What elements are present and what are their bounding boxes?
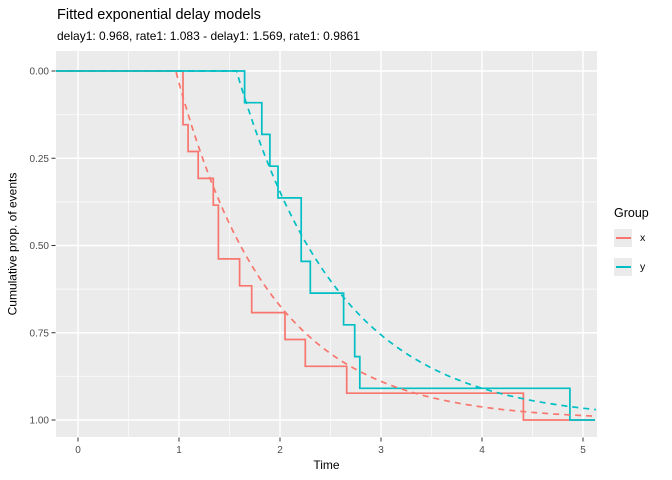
x-tick-label: 2 — [277, 445, 283, 456]
minor-gridlines — [56, 51, 597, 437]
y-axis-tick-labels: 0.00 0.25 0.50 0.75 1.00 — [30, 67, 50, 427]
data-series — [56, 70, 597, 421]
legend-title: Group — [614, 206, 649, 220]
x-tick-label: 1 — [176, 445, 182, 456]
x-tick-label: 4 — [479, 445, 485, 456]
y-tick-label: 0.50 — [30, 241, 50, 252]
chart-subtitle: delay1: 0.968, rate1: 1.083 - delay1: 1.… — [57, 29, 360, 43]
y-tick-label: 0.75 — [30, 328, 50, 339]
y-tick-label: 1.00 — [30, 416, 50, 427]
chart-title: Fitted exponential delay models — [57, 7, 261, 23]
y-axis-title-wrap: Cumulative prop. of events — [0, 51, 24, 437]
x-axis-tick-labels: 0 1 2 3 4 5 — [75, 445, 586, 456]
y-ecdf-step — [56, 70, 596, 421]
legend: Group x y — [610, 206, 672, 287]
y-axis-title: Cumulative prop. of events — [5, 172, 19, 316]
x-ecdf-step — [56, 70, 596, 421]
y-tick-label: 0.00 — [30, 67, 50, 78]
legend-key-x — [614, 229, 632, 247]
legend-line-icon — [615, 237, 631, 239]
y-tick-label: 0.25 — [30, 154, 50, 165]
x-tick-label: 0 — [75, 445, 81, 456]
x-axis-title: Time — [313, 458, 340, 472]
major-gridlines — [56, 51, 597, 437]
legend-entry-y: y — [610, 258, 672, 276]
x-tick-label: 3 — [378, 445, 384, 456]
legend-label-y: y — [640, 261, 646, 273]
legend-label-x: x — [640, 232, 646, 244]
axis-tick-marks — [51, 70, 584, 442]
legend-entry-x: x — [610, 229, 672, 247]
x-tick-label: 5 — [580, 445, 586, 456]
panel-background — [56, 51, 597, 437]
legend-line-icon — [615, 266, 631, 268]
legend-key-y — [614, 258, 632, 276]
x-fitted-model — [56, 70, 596, 417]
